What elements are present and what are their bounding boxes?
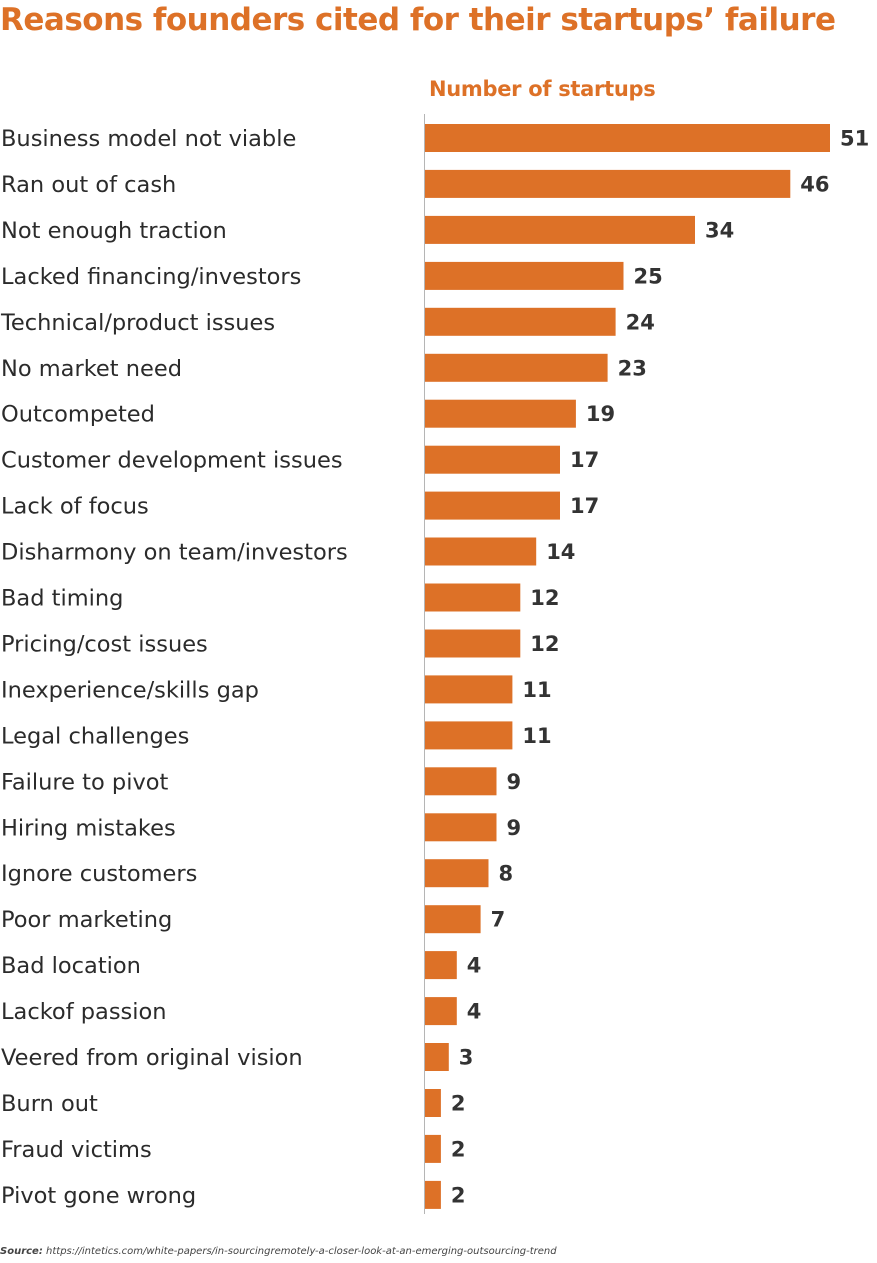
category-label: Technical/product issues: [0, 310, 275, 336]
data-label: 8: [499, 862, 514, 886]
category-label: Business model not viable: [1, 126, 296, 152]
data-label: 11: [522, 678, 551, 702]
data-label: 2: [451, 1137, 466, 1161]
data-label: 4: [467, 1000, 482, 1024]
bar: [425, 445, 560, 474]
bar: [425, 997, 457, 1026]
category-label: Lackof passion: [1, 999, 167, 1025]
data-label: 19: [586, 402, 615, 426]
data-label: 25: [634, 264, 663, 288]
bar: [425, 307, 616, 336]
category-label: Pivot gone wrong: [1, 1183, 196, 1209]
category-label: Customer development issues: [1, 448, 343, 474]
data-label: 2: [451, 1183, 466, 1207]
category-label: Legal challenges: [1, 723, 189, 749]
bar: [425, 1043, 449, 1071]
bar: [425, 1089, 441, 1117]
data-label: 46: [800, 172, 829, 196]
bar: [425, 124, 830, 152]
data-label: 11: [522, 724, 551, 748]
bar: [425, 215, 695, 244]
category-label: Bad location: [1, 953, 141, 979]
data-label: 24: [626, 310, 655, 334]
bar: [425, 491, 560, 520]
bar: [425, 1180, 441, 1209]
data-label: 7: [491, 908, 506, 932]
category-label: Fraud victims: [1, 1137, 152, 1163]
category-label: Burn out: [1, 1091, 98, 1117]
source-url: https://intetics.com/white-papers/in-sou…: [46, 1246, 557, 1257]
bar: [425, 629, 521, 658]
source-label: Source:: [0, 1246, 43, 1257]
category-label: Failure to pivot: [1, 769, 169, 795]
chart-title: Reasons founders cited for their startup…: [0, 2, 836, 38]
data-label: 17: [570, 448, 599, 472]
data-label: 17: [570, 494, 599, 518]
source-note: Source: https://intetics.com/white-paper…: [0, 1246, 557, 1257]
bar: [425, 951, 457, 980]
category-label: No market need: [1, 356, 182, 382]
bar: [425, 905, 481, 934]
category-label: Not enough traction: [1, 218, 227, 244]
bar: [425, 537, 537, 566]
bar: [425, 675, 513, 704]
category-label: Inexperience/skills gap: [1, 677, 259, 703]
data-label: 34: [705, 218, 734, 242]
category-label: Ignore customers: [1, 861, 197, 887]
data-label: 9: [507, 816, 522, 840]
data-label: 2: [451, 1092, 466, 1116]
category-label: Bad timing: [1, 586, 123, 612]
category-label: Outcompeted: [1, 402, 155, 428]
data-label: 9: [507, 770, 522, 794]
data-label: 51: [840, 127, 869, 151]
bar: [425, 721, 513, 750]
category-label: Disharmony on team/investors: [1, 540, 348, 566]
bar: [425, 583, 521, 612]
bar: [425, 261, 624, 290]
data-label: 3: [459, 1046, 474, 1070]
data-label: 12: [530, 632, 559, 656]
bar: [425, 813, 497, 842]
bar: [425, 1134, 441, 1163]
category-label: Lack of focus: [1, 494, 149, 520]
category-label: Veered from original vision: [1, 1045, 303, 1071]
data-label: 12: [530, 586, 559, 610]
bar: [425, 767, 497, 796]
data-label: 14: [546, 540, 575, 564]
category-label: Lacked financing/investors: [1, 264, 301, 290]
category-label: Poor marketing: [1, 907, 172, 933]
category-label: Ran out of cash: [1, 172, 176, 198]
bar: [425, 399, 576, 428]
category-label: Pricing/cost issues: [1, 632, 208, 658]
category-label: Hiring mistakes: [1, 815, 176, 841]
chart-subtitle: Number of startups: [429, 77, 656, 101]
data-label: 23: [618, 356, 647, 380]
data-label: 4: [467, 954, 482, 978]
bar: [425, 169, 791, 198]
bar: [425, 353, 608, 382]
bar: [425, 859, 489, 888]
